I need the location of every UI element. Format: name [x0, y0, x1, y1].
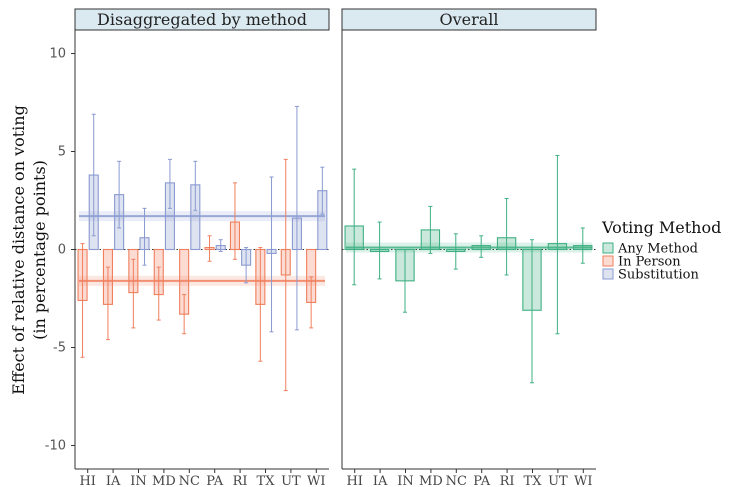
legend-label-substitution: Substitution — [618, 268, 699, 283]
x-tick-label-IN: IN — [397, 474, 414, 487]
x-tick-label-HI: HI — [79, 474, 95, 487]
x-tick-label-UT: UT — [548, 474, 568, 487]
legend-label-in-person: In Person — [618, 255, 681, 270]
x-tick-label-PA: PA — [473, 474, 491, 487]
legend-title: Voting Method — [601, 218, 721, 237]
panel-strip — [341, 8, 597, 31]
panel-strip — [74, 8, 330, 31]
x-tick-label-IA: IA — [106, 474, 121, 487]
x-tick-label-PA: PA — [206, 474, 224, 487]
x-tick-label-NC: NC — [179, 474, 200, 487]
x-tick-label-RI: RI — [500, 474, 515, 487]
x-tick-label-IN: IN — [130, 474, 147, 487]
panel-1: Disaggregated by method 10 5 0 -5 -10 HI IA IN MD… — [45, 8, 330, 487]
x-tick-label-HI: HI — [346, 474, 362, 487]
panel-2: Overall HI IA IN MD NC PA RI TX UT WI — [341, 8, 597, 487]
y-axis-title: Effect of relative distance on voting (i… — [9, 105, 49, 395]
x-tick-label-TX: TX — [257, 474, 276, 487]
x-tick-label-RI: RI — [233, 474, 248, 487]
y-tick-label: 5 — [58, 145, 66, 160]
legend-key-in-person — [602, 255, 614, 267]
legend-label-any-method: Any Method — [617, 242, 698, 257]
panel-title: Disaggregated by method — [97, 10, 307, 29]
x-tick-label-WI: WI — [574, 474, 593, 487]
legend-key-any-method — [602, 242, 614, 254]
legend-key-substitution — [602, 268, 614, 280]
x-tick-label-TX: TX — [524, 474, 543, 487]
y-tick-label: -5 — [53, 340, 66, 355]
x-tick-label-NC: NC — [446, 474, 467, 487]
x-tick-label-UT: UT — [281, 474, 301, 487]
x-tick-label-IA: IA — [373, 474, 388, 487]
x-tick-label-MD: MD — [419, 474, 443, 487]
y-axis-title-line2: (in percentage points) — [30, 160, 49, 340]
panel-title: Overall — [439, 10, 498, 29]
y-axis-title-line1: Effect of relative distance on voting — [9, 105, 28, 395]
y-tick-label: 0 — [58, 243, 66, 258]
y-tick-label: 10 — [49, 47, 66, 62]
x-tick-label-MD: MD — [152, 474, 176, 487]
x-tick-label-WI: WI — [307, 474, 326, 487]
y-tick-label: -10 — [45, 438, 66, 453]
